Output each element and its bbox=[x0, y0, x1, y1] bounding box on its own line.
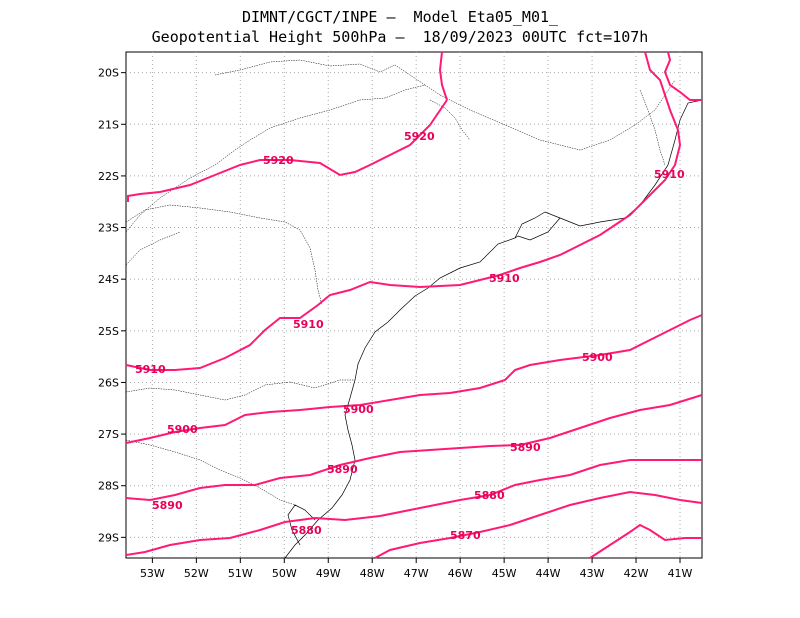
lon-tick-label: 49W bbox=[316, 567, 341, 580]
lat-tick-label: 27S bbox=[98, 428, 119, 441]
border-pr-sc bbox=[125, 379, 355, 401]
lat-tick-label: 20S bbox=[98, 67, 119, 80]
lon-tick-label: 41W bbox=[668, 567, 693, 580]
border-mg-es bbox=[639, 89, 666, 166]
contour-label: 5880 bbox=[474, 489, 505, 502]
contour-5910-main bbox=[125, 51, 682, 371]
lon-tick-label: 46W bbox=[448, 567, 473, 580]
graticule bbox=[126, 52, 702, 558]
contour-label: 5910 bbox=[654, 168, 685, 181]
contour-labels: 5920 5920 5910 5910 5910 5910 5900 5900 … bbox=[135, 130, 685, 542]
contour-5870 bbox=[374, 490, 703, 559]
contour-5880 bbox=[125, 459, 702, 556]
contour-label: 5900 bbox=[343, 403, 374, 416]
contour-label: 5890 bbox=[510, 441, 541, 454]
contour-label: 5910 bbox=[293, 318, 324, 331]
lat-tick-label: 21S bbox=[98, 118, 119, 131]
border-west bbox=[125, 231, 181, 266]
lon-tick-label: 44W bbox=[536, 567, 561, 580]
chart-title-line2: Geopotential Height 500hPa – 18/09/2023 … bbox=[151, 28, 649, 46]
contour-label: 5920 bbox=[263, 154, 294, 167]
lon-tick-label: 53W bbox=[140, 567, 165, 580]
contour-label: 5900 bbox=[582, 351, 613, 364]
chart-title-line1: DIMNT/CGCT/INPE – Model Eta05_M01_ bbox=[241, 8, 559, 26]
contour-label: 5910 bbox=[135, 363, 166, 376]
lon-tick-label: 47W bbox=[404, 567, 429, 580]
contour-label: 5920 bbox=[404, 130, 435, 143]
lon-tick-label: 48W bbox=[360, 567, 385, 580]
lon-tick-label: 50W bbox=[272, 567, 297, 580]
contour-lines bbox=[125, 51, 703, 559]
state-borders bbox=[125, 59, 676, 506]
contour-label: 5910 bbox=[489, 272, 520, 285]
border-sp-pr bbox=[125, 204, 323, 306]
lon-tick-label: 51W bbox=[228, 567, 253, 580]
contour-5900-north bbox=[125, 314, 703, 444]
lon-tick-label: 43W bbox=[580, 567, 605, 580]
contour-label: 5900 bbox=[167, 423, 198, 436]
map-frame bbox=[125, 51, 703, 559]
lat-tick-label: 28S bbox=[98, 480, 119, 493]
border-sc-rs bbox=[125, 439, 296, 506]
contour-5890-north bbox=[125, 394, 703, 502]
contour-label: 5870 bbox=[450, 529, 481, 542]
lat-tick-label: 22S bbox=[98, 170, 119, 183]
lagoon bbox=[287, 504, 316, 546]
lat-tick-label: 23S bbox=[98, 222, 119, 235]
contour-5910-east bbox=[663, 51, 702, 101]
contour-5920-north bbox=[438, 51, 448, 101]
border-mg-north bbox=[214, 59, 426, 86]
lon-tick-label: 42W bbox=[624, 567, 649, 580]
contour-5920-west bbox=[127, 99, 448, 202]
contour-label: 5890 bbox=[152, 499, 183, 512]
border-river bbox=[429, 99, 471, 141]
lat-tick-label: 26S bbox=[98, 376, 119, 389]
border-sp-mg bbox=[125, 84, 441, 233]
border-mg-rj bbox=[439, 79, 676, 151]
lat-tick-label: 29S bbox=[98, 531, 119, 544]
contour-5860 bbox=[589, 523, 702, 559]
contour-label: 5890 bbox=[327, 463, 358, 476]
coastline-bay bbox=[514, 217, 561, 241]
lon-tick-label: 45W bbox=[492, 567, 517, 580]
axis-labels: 53W 52W 51W 50W 49W 48W 47W 46W 45W 44W 43W 42W 41W 2… bbox=[98, 67, 693, 580]
lon-tick-label: 52W bbox=[184, 567, 209, 580]
lat-tick-label: 24S bbox=[98, 273, 119, 286]
lat-tick-label: 25S bbox=[98, 325, 119, 338]
contour-label: 5880 bbox=[291, 524, 322, 537]
